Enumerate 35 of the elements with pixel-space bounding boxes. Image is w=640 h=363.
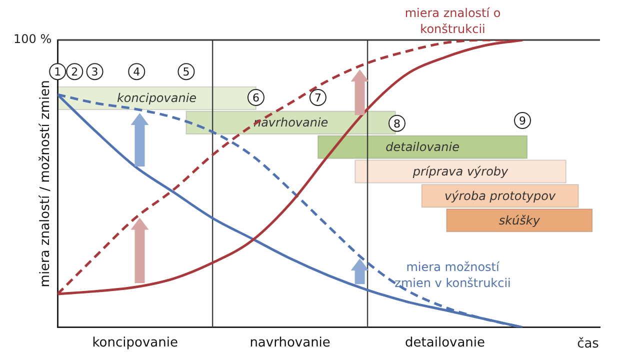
x-tick-label: koncipovanie: [92, 336, 178, 351]
y-axis-title: miera znalostí / možností zmien: [38, 80, 54, 288]
annotation: 3: [91, 66, 98, 79]
annotation: 6: [252, 91, 260, 104]
annotation: detailovanie: [386, 140, 460, 154]
x-axis-title: čas: [577, 336, 600, 352]
annotation: 4: [133, 66, 140, 79]
series-label: miera možností zmien v konštrukcii: [394, 260, 511, 290]
annotation: 5: [182, 66, 190, 79]
annotation: 1: [54, 66, 62, 79]
x-tick-label: detailovanie: [405, 336, 486, 351]
annotation: skúšky: [498, 213, 541, 228]
annotation: 7: [314, 91, 322, 104]
numbered-circle: 6: [247, 88, 264, 106]
x-tick-label: navrhovanie: [250, 336, 330, 351]
numbered-circle: 8: [388, 114, 406, 132]
ref-line-label: 100 %: [13, 32, 52, 46]
numbered-circle: 3: [86, 63, 104, 80]
series-label: miera znalostí o konštrukcii: [404, 6, 501, 36]
annotation: príprava výroby: [412, 164, 510, 178]
phase-box: detailovanie: [317, 135, 528, 159]
phase-box: skúšky: [446, 208, 593, 232]
numbered-circle: 2: [66, 63, 84, 80]
annotation: 8: [393, 117, 400, 130]
numbered-circle: 5: [178, 63, 195, 80]
annotation: koncipovanie: [116, 91, 197, 106]
numbered-circle: 7: [309, 88, 326, 106]
annotation: 9: [519, 114, 526, 128]
numbered-circle: 1: [49, 63, 66, 80]
numbered-circle: 9: [514, 112, 532, 129]
numbered-circle: 4: [128, 63, 146, 80]
annotation: 2: [71, 66, 78, 79]
phase-box: príprava výroby: [354, 160, 566, 184]
phase-box: výroba prototypov: [421, 184, 579, 208]
annotation: výroba prototypov: [444, 188, 556, 203]
